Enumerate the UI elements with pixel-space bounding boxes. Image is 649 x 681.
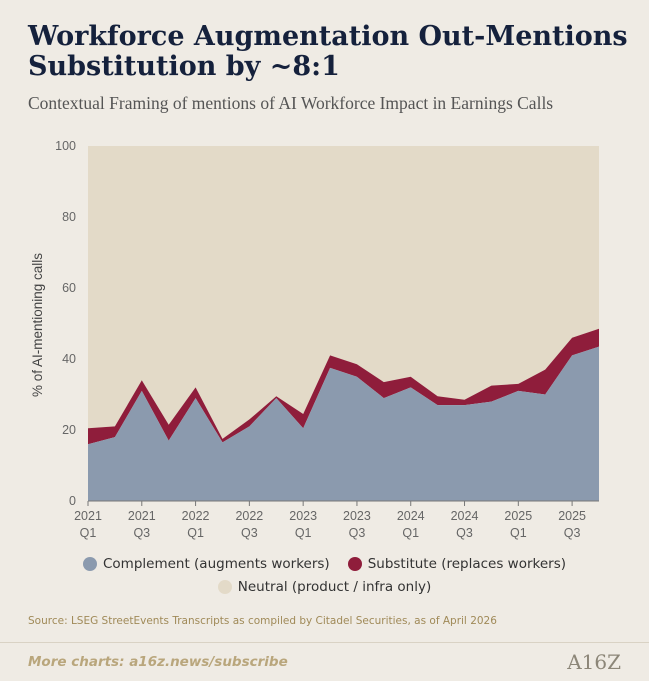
x-tick-label-quarter: Q3 — [564, 526, 581, 540]
x-tick-label-year: 2025 — [558, 509, 586, 523]
legend: Complement (augments workers) Substitute… — [0, 556, 649, 602]
legend-label-neutral: Neutral (product / infra only) — [237, 579, 432, 595]
y-axis-ticks: 0 20 40 60 80 100 — [55, 139, 76, 508]
x-tick-label-year: 2024 — [397, 509, 425, 523]
y-tick-label: 100 — [55, 139, 76, 153]
area-substitute — [88, 328, 599, 445]
footer: More charts: a16z.news/subscribe A16Z — [0, 642, 649, 681]
x-tick-label-quarter: Q3 — [241, 526, 258, 540]
y-tick-label: 20 — [62, 423, 76, 437]
chart-subtitle: Contextual Framing of mentions of AI Wor… — [28, 93, 554, 113]
x-tick-label-year: 2025 — [504, 509, 532, 523]
legend-label-substitute: Substitute (replaces workers) — [367, 556, 567, 572]
legend-item-neutral: Neutral (product / infra only) — [217, 579, 432, 595]
x-tick-label-quarter: Q3 — [133, 526, 150, 540]
legend-swatch-complement — [82, 557, 97, 571]
x-tick-label-year: 2024 — [451, 509, 479, 523]
area-complement — [88, 346, 599, 501]
y-axis-label: % of AI-mentioning calls — [30, 253, 45, 397]
x-tick-label-quarter: Q3 — [349, 526, 366, 540]
source-note: Source: LSEG StreetEvents Transcripts as… — [28, 615, 497, 627]
x-tick-label-year: 2023 — [343, 509, 371, 523]
y-tick-label: 40 — [62, 352, 76, 366]
x-tick-label-quarter: Q1 — [295, 526, 312, 540]
legend-row-1: Complement (augments workers) Substitute… — [0, 556, 649, 572]
x-tick-label-quarter: Q3 — [456, 526, 473, 540]
x-tick-label-quarter: Q1 — [187, 526, 204, 540]
legend-row-2: Neutral (product / infra only) — [0, 579, 649, 595]
plot-area — [88, 146, 599, 502]
chart-title: Workforce Augmentation Out-Mentions Subs… — [28, 21, 628, 82]
x-tick-label-quarter: Q1 — [402, 526, 419, 540]
legend-item-substitute: Substitute (replaces workers) — [347, 556, 567, 572]
y-tick-label: 80 — [62, 210, 76, 224]
legend-swatch-neutral — [217, 580, 232, 594]
legend-item-complement: Complement (augments workers) — [82, 556, 330, 572]
a16z-logo: A16Z — [567, 650, 621, 674]
x-tick-label-quarter: Q1 — [510, 526, 527, 540]
x-tick-label-year: 2021 — [74, 509, 102, 523]
y-tick-label: 0 — [69, 494, 76, 508]
x-tick-label-year: 2023 — [289, 509, 317, 523]
x-tick-label-year: 2022 — [235, 509, 263, 523]
x-tick-label-year: 2022 — [182, 509, 210, 523]
legend-label-complement: Complement (augments workers) — [102, 556, 330, 572]
area-neutral — [88, 146, 599, 439]
subscribe-link[interactable]: More charts: a16z.news/subscribe — [28, 654, 288, 670]
x-tick-label-year: 2021 — [128, 509, 156, 523]
x-axis-ticks: 2021 Q1 2021 Q3 2022 Q1 2022 Q3 2023 Q1 2023 Q3 2024… — [74, 501, 586, 540]
y-tick-label: 60 — [62, 281, 76, 295]
x-tick-label-quarter: Q1 — [80, 526, 97, 540]
legend-swatch-substitute — [347, 557, 362, 571]
